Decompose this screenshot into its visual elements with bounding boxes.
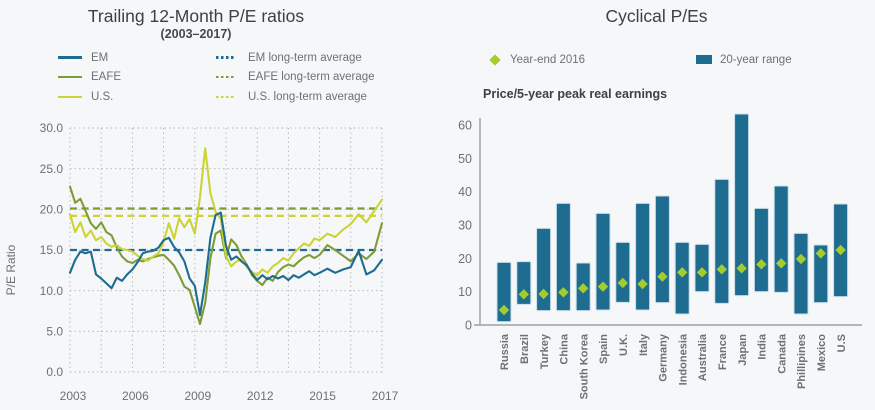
country-label-canada: Canada <box>776 333 788 374</box>
y-tick-label: 0 <box>465 319 472 333</box>
legend-item-em-long-term-average: EM long-term average <box>216 50 362 65</box>
y-tick-label: 30 <box>458 219 472 233</box>
range-bar-mexico <box>813 244 829 304</box>
dotted-line-swatch-icon <box>216 95 234 99</box>
country-label-brazil: Brazil <box>519 334 531 364</box>
legend-label: 20-year range <box>720 53 792 66</box>
dotted-line-swatch-icon <box>216 56 234 59</box>
country-label-india: India <box>757 333 769 360</box>
trailing-pe-panel: Trailing 12-Month P/E ratios (2003–2017)… <box>4 6 399 403</box>
year-end-marker-us <box>835 244 846 256</box>
solid-line-swatch-icon <box>58 95 82 99</box>
country-label-south-korea: South Korea <box>578 333 590 399</box>
x-tick-label: 2003 <box>60 389 87 403</box>
y-tick-label: 10.0 <box>40 284 64 298</box>
y-tick-label: 20 <box>458 252 472 266</box>
cyclical-pe-panel: Cyclical P/Es Year-end 2016 20-year range… <box>438 0 875 410</box>
country-label-france: France <box>717 334 729 370</box>
country-label-us: U.S <box>836 334 848 352</box>
solid-line-swatch-icon <box>58 56 82 59</box>
y-tick-label: 20.0 <box>40 203 64 217</box>
bar-swatch-icon <box>696 55 712 64</box>
legend-label: Year-end 2016 <box>510 53 586 66</box>
y-tick-label: 25.0 <box>40 162 64 176</box>
legend-item-year-end-2016: Year-end 2016 <box>488 52 585 67</box>
range-bar-italy <box>635 202 651 311</box>
legend-label: U.S. <box>91 90 114 103</box>
country-label-turkey: Turkey <box>539 333 551 369</box>
country-label-australia: Australia <box>697 333 709 381</box>
range-bar-china <box>555 202 571 312</box>
y-tick-label: 15.0 <box>40 243 64 257</box>
legend-label: EM long-term average <box>248 51 362 64</box>
country-label-spain: Spain <box>598 334 610 364</box>
range-bar-germany <box>654 195 670 304</box>
country-label-germany: Germany <box>658 333 670 382</box>
y-tick-label: 60 <box>458 119 472 133</box>
country-label-china: China <box>559 333 571 364</box>
right-chart-title: Cyclical P/Es <box>605 6 708 26</box>
left-chart-title: Trailing 12-Month P/E ratios <box>87 6 305 26</box>
country-label-phillipines: Phillipines <box>796 334 808 389</box>
right-chart-axis-note: Price/5-year peak real earnings <box>483 87 668 101</box>
x-tick-label: 2009 <box>184 389 211 403</box>
x-tick-label: 2006 <box>122 389 149 403</box>
left-chart-subtitle: (2003–2017) <box>160 27 232 41</box>
legend-item-us: U.S. <box>58 89 113 104</box>
country-label-mexico: Mexico <box>816 334 828 372</box>
year-end-marker-spain <box>597 281 609 292</box>
us-line <box>68 147 384 277</box>
solid-line-swatch-icon <box>58 75 82 79</box>
range-bar-france <box>714 178 730 304</box>
range-bar-russia <box>496 261 512 323</box>
legend-label: U.S. long-term average <box>248 90 367 103</box>
range-bar-indonesia <box>674 241 690 315</box>
x-tick-label: 2012 <box>247 389 274 403</box>
legend-label: EM <box>91 51 109 64</box>
range-bar-japan <box>734 113 750 297</box>
y-tick-label: 50 <box>458 152 472 166</box>
country-label-russia: Russia <box>499 333 511 370</box>
year-end-marker-russia <box>498 304 510 316</box>
x-tick-label: 2015 <box>309 389 336 403</box>
legend-item-em: EM <box>58 50 108 65</box>
range-bar-spain <box>595 212 611 311</box>
legend-label: EAFE long-term average <box>248 71 375 84</box>
country-label-uk: U.K. <box>618 334 630 356</box>
range-bar-phillipines <box>793 232 809 315</box>
legend-item-us-long-term-average: U.S. long-term average <box>216 89 367 104</box>
legend-label: EAFE <box>91 71 122 84</box>
trailing-pe-plot: 0.0 5.0 10.0 15.0 20.0 25.0 30.0 2003 2006 2009 20… <box>4 121 399 403</box>
x-tick-label: 2017 <box>372 389 399 403</box>
range-bar-uk <box>615 241 631 303</box>
cyclical-pe-plot: 0 10 20 30 40 50 60 Russia Brazil Turkey China Sout… <box>458 113 862 399</box>
country-label-japan: Japan <box>737 334 749 366</box>
legend-item-eafe-long-term-average: EAFE long-term average <box>216 70 375 85</box>
country-label-italy: Italy <box>638 333 650 356</box>
country-label-indonesia: Indonesia <box>677 333 689 385</box>
y-tick-label: 40 <box>458 185 472 199</box>
y-axis-title: P/E Ratio <box>4 244 18 295</box>
y-tick-label: 5.0 <box>46 325 63 339</box>
y-tick-label: 10 <box>458 285 472 299</box>
dotted-line-swatch-icon <box>216 75 234 79</box>
eafe-line <box>68 185 384 326</box>
range-bar-canada <box>773 185 789 293</box>
year-end-marker-japan <box>736 263 747 274</box>
legend-item-20-year-range: 20-year range <box>696 52 792 67</box>
em-line <box>68 211 384 317</box>
range-bar-turkey <box>536 227 552 312</box>
legend-item-eafe: EAFE <box>58 70 121 85</box>
year-end-marker-phillipines <box>795 253 807 265</box>
year-end-marker-india <box>756 259 767 270</box>
y-tick-label: 30.0 <box>40 121 64 135</box>
range-bar-india <box>753 207 769 293</box>
y-tick-label: 0.0 <box>46 365 63 379</box>
year-end-marker-australia <box>696 267 708 278</box>
